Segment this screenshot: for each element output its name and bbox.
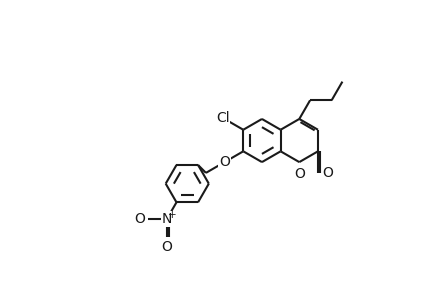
Text: ⁻: ⁻ bbox=[138, 209, 145, 222]
Text: O: O bbox=[161, 240, 172, 254]
Text: O: O bbox=[134, 212, 145, 226]
Text: N: N bbox=[162, 212, 172, 226]
Text: +: + bbox=[168, 210, 177, 220]
Text: O: O bbox=[219, 155, 230, 169]
Text: O: O bbox=[294, 168, 305, 182]
Text: O: O bbox=[323, 166, 334, 180]
Text: Cl: Cl bbox=[216, 110, 230, 124]
